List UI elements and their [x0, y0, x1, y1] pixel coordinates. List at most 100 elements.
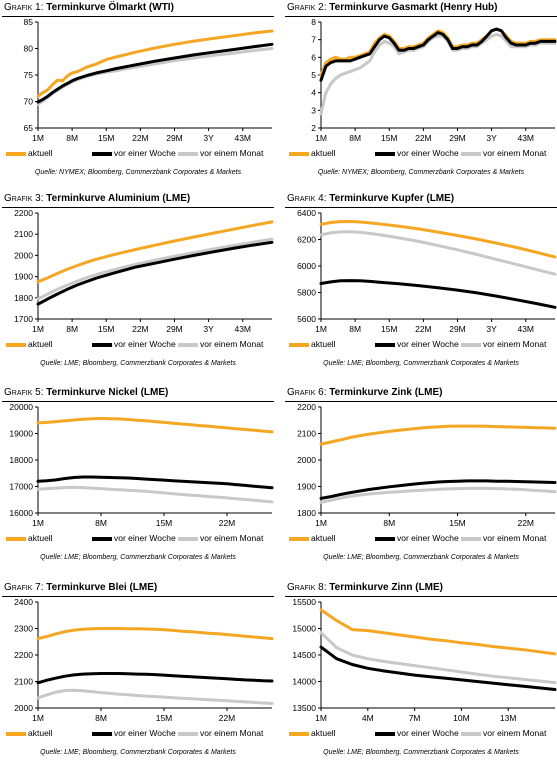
x-tick-label: 22M: [517, 518, 534, 528]
legend-item-aktuell: aktuell: [6, 728, 53, 738]
title-rule: [2, 16, 274, 17]
legend-label: vor einem Monat: [483, 728, 547, 738]
series-line-vor-einem-monat: [319, 32, 557, 116]
y-tick-label: 19000: [9, 429, 33, 439]
y-tick-label: 6400: [297, 208, 316, 218]
chart-panel: Grafik 3: Terminkurve Aluminium (LME) 170…: [2, 193, 274, 381]
chart-title-prefix: Grafik 6:: [287, 387, 327, 398]
chart-source: Quelle: LME; Bloomberg, Commerzbank Corp…: [40, 749, 236, 756]
legend-swatch: [461, 731, 481, 736]
legend-item-vor-einer-woche: vor einer Woche: [92, 339, 176, 349]
y-tick-label: 6000: [297, 261, 316, 271]
legend-item-vor-einer-woche: vor einer Woche: [92, 728, 176, 738]
legend-label: vor einer Woche: [397, 339, 459, 349]
y-tick-label: 13500: [292, 703, 316, 713]
legend-label: vor einem Monat: [483, 148, 547, 158]
y-tick-label: 15500: [292, 597, 316, 607]
legend-label: vor einem Monat: [200, 148, 264, 158]
x-tick-label: 8M: [95, 518, 107, 528]
x-tick-label: 22M: [132, 133, 149, 143]
x-tick-label: 15M: [381, 324, 398, 334]
legend-label: aktuell: [311, 148, 336, 158]
legend-swatch: [178, 536, 198, 541]
chart-svg: 2000 2100 2200 2300 2400 1M 8M 15M 22M: [14, 597, 274, 723]
legend-item-aktuell: aktuell: [6, 339, 53, 349]
x-tick-label: 15M: [98, 324, 115, 334]
legend-label: vor einem Monat: [483, 533, 547, 543]
y-tick-label: 6200: [297, 235, 316, 245]
legend-label: vor einem Monat: [200, 728, 264, 738]
series-line-vor-einem-monat: [36, 237, 274, 301]
legend-label: vor einem Monat: [200, 533, 264, 543]
legend-swatch: [375, 151, 395, 156]
legend-swatch: [6, 731, 26, 736]
x-tick-label: 15M: [98, 133, 115, 143]
x-tick-label: 1M: [315, 518, 327, 528]
series-line-vor-einer-woche: [319, 645, 557, 691]
legend-label: aktuell: [28, 339, 53, 349]
series-line-vor-einem-monat: [36, 688, 274, 705]
y-tick-label: 7: [311, 35, 316, 45]
series-line-vor-einer-woche: [319, 279, 557, 309]
legend-label: aktuell: [311, 339, 336, 349]
x-tick-label: 43M: [517, 324, 534, 334]
x-tick-label: 15M: [156, 713, 173, 723]
legend-label: vor einem Monat: [483, 339, 547, 349]
legend-item-vor-einem-monat: vor einem Monat: [178, 533, 263, 543]
legend-label: vor einer Woche: [397, 148, 459, 158]
legend-item-vor-einer-woche: vor einer Woche: [92, 148, 176, 158]
chart-panel: Grafik 8: Terminkurve Zinn (LME) 13500 140…: [285, 582, 557, 770]
x-tick-label: 8M: [95, 713, 107, 723]
chart-title-prefix: Grafik 2:: [287, 2, 327, 13]
y-tick-label: 16000: [9, 508, 33, 518]
chart-source: Quelle: LME; Bloomberg, Commerzbank Corp…: [40, 360, 236, 367]
legend-item-aktuell: aktuell: [6, 533, 53, 543]
series-line-aktuell: [36, 220, 274, 284]
legend-swatch: [178, 151, 198, 156]
x-tick-label: 8M: [66, 133, 78, 143]
legend-item-aktuell: aktuell: [289, 533, 336, 543]
chart-title-text: Terminkurve Blei (LME): [46, 582, 158, 593]
legend-swatch: [92, 536, 112, 541]
chart-title-prefix: Grafik 1:: [4, 2, 44, 13]
x-tick-label: 29M: [166, 324, 183, 334]
y-tick-label: 2200: [297, 402, 316, 412]
title-rule: [285, 207, 557, 208]
legend-item-aktuell: aktuell: [6, 148, 53, 158]
chart-legend: aktuell vor einer Woche vor einem Monat: [289, 339, 557, 351]
x-tick-label: 3Y: [486, 133, 497, 143]
legend-swatch: [6, 151, 26, 156]
y-tick-label: 5800: [297, 288, 316, 298]
legend-label: vor einer Woche: [114, 339, 176, 349]
legend-item-vor-einem-monat: vor einem Monat: [178, 339, 263, 349]
y-tick-label: 65: [24, 123, 34, 133]
legend-item-vor-einem-monat: vor einem Monat: [461, 148, 546, 158]
legend-swatch: [92, 151, 112, 156]
series-line-vor-einem-monat: [319, 486, 557, 504]
chart-legend: aktuell vor einer Woche vor einem Monat: [289, 148, 557, 160]
chart-svg: 16000 17000 18000 19000 20000 1M 8M 15M 22M: [9, 402, 274, 528]
legend-item-vor-einem-monat: vor einem Monat: [178, 148, 263, 158]
legend-swatch: [461, 342, 481, 347]
x-tick-label: 10M: [453, 713, 470, 723]
chart-title-text: Terminkurve Aluminium (LME): [46, 193, 191, 204]
series-line-aktuell: [36, 627, 274, 641]
x-tick-label: 43M: [234, 133, 251, 143]
x-tick-label: 29M: [166, 133, 183, 143]
legend-label: aktuell: [28, 533, 53, 543]
chart-title-text: Terminkurve Zinn (LME): [329, 582, 444, 593]
chart-title-text: Terminkurve Ölmarkt (WTI): [46, 2, 174, 13]
legend-swatch: [461, 151, 481, 156]
legend-swatch: [289, 151, 309, 156]
x-tick-label: 22M: [219, 713, 236, 723]
x-tick-label: 22M: [219, 518, 236, 528]
y-tick-label: 80: [24, 44, 34, 54]
legend-swatch: [92, 731, 112, 736]
legend-swatch: [289, 342, 309, 347]
series-line-aktuell: [319, 220, 557, 259]
legend-swatch: [461, 536, 481, 541]
x-tick-label: 8M: [383, 518, 395, 528]
y-tick-label: 2200: [14, 650, 33, 660]
chart-title: Grafik 8: Terminkurve Zinn (LME): [287, 582, 443, 593]
chart-title: Grafik 6: Terminkurve Zink (LME): [287, 387, 442, 398]
